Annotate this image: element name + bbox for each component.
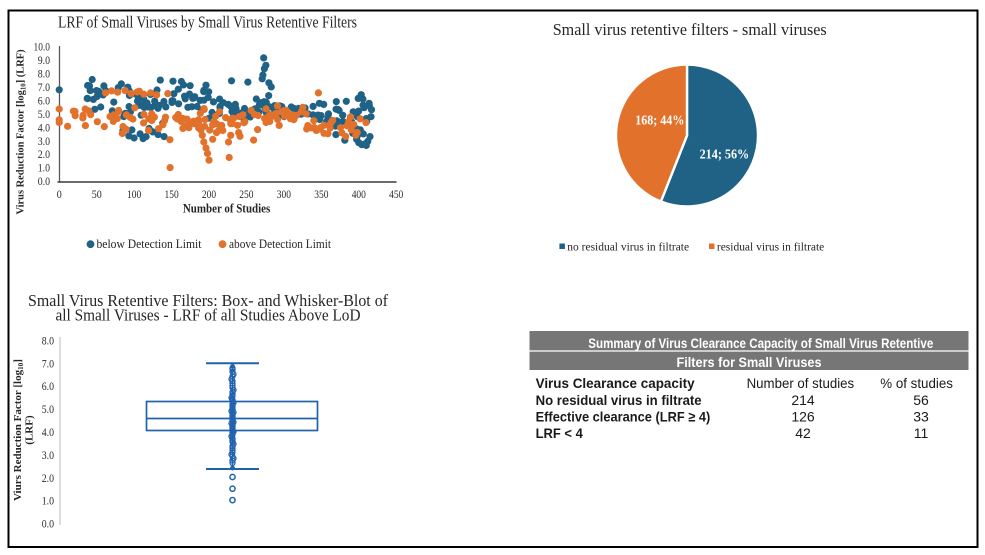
- svg-text:LRF < 4: LRF < 4: [536, 425, 583, 441]
- svg-text:50: 50: [92, 187, 102, 201]
- svg-text:Small Virus Retentive Filters:: Small Virus Retentive Filters: Box- and …: [28, 291, 388, 310]
- svg-text:10.0: 10.0: [34, 40, 51, 54]
- svg-text:350: 350: [314, 187, 328, 201]
- svg-text:300: 300: [277, 187, 291, 201]
- svg-text:250: 250: [239, 187, 253, 201]
- svg-text:Small virus retentive filters: Small virus retentive filters - small vi…: [553, 20, 827, 39]
- svg-text:9.0: 9.0: [38, 53, 50, 67]
- svg-text:3.0: 3.0: [42, 448, 54, 462]
- svg-text:0: 0: [57, 187, 62, 201]
- svg-text:7.0: 7.0: [38, 80, 50, 94]
- svg-text:5.0: 5.0: [42, 402, 54, 416]
- svg-text:214: 214: [791, 392, 815, 408]
- svg-text:no residual virus in filtrate: no residual virus in filtrate: [567, 239, 689, 253]
- svg-text:0.0: 0.0: [38, 174, 50, 188]
- svg-text:214; 56%: 214; 56%: [700, 147, 750, 162]
- svg-text:56: 56: [913, 392, 929, 408]
- svg-text:Filters for Small Viruses: Filters for Small Viruses: [677, 354, 822, 370]
- svg-text:(LRF): (LRF): [24, 415, 36, 445]
- svg-text:4.0: 4.0: [38, 120, 50, 134]
- svg-text:Number of studies: Number of studies: [747, 375, 855, 391]
- svg-text:Virus Clearance capacity: Virus Clearance capacity: [536, 375, 695, 391]
- svg-text:No residual virus in filtrate: No residual virus in filtrate: [536, 392, 702, 408]
- svg-text:Viurs Reduction Factor [log10]: Viurs Reduction Factor [log10]: [12, 359, 25, 501]
- svg-text:126: 126: [791, 408, 815, 424]
- svg-text:200: 200: [202, 187, 216, 201]
- svg-text:% of studies: % of studies: [880, 375, 953, 391]
- svg-text:150: 150: [165, 187, 179, 201]
- svg-text:5.0: 5.0: [38, 107, 50, 121]
- svg-text:1.0: 1.0: [38, 161, 50, 175]
- svg-text:168; 44%: 168; 44%: [635, 113, 684, 128]
- svg-text:1.0: 1.0: [42, 494, 54, 508]
- svg-text:LRF of Small Viruses by Small: LRF of Small Viruses by Small Virus Rete…: [58, 13, 357, 32]
- svg-text:all Small Viruses - LRF of all: all Small Viruses - LRF of all Studies A…: [56, 306, 361, 325]
- svg-text:450: 450: [389, 187, 403, 201]
- svg-text:6.0: 6.0: [42, 379, 54, 393]
- svg-text:3.0: 3.0: [38, 134, 50, 148]
- svg-text:8.0: 8.0: [42, 333, 54, 347]
- svg-text:4.0: 4.0: [42, 425, 54, 439]
- svg-text:2.0: 2.0: [42, 471, 54, 485]
- svg-text:8.0: 8.0: [38, 67, 50, 81]
- svg-text:400: 400: [352, 187, 366, 201]
- svg-text:42: 42: [795, 425, 811, 441]
- svg-text:above Detection Limit: above Detection Limit: [229, 237, 331, 251]
- svg-text:Effective clearance (LRF ≥ 4): Effective clearance (LRF ≥ 4): [536, 408, 711, 424]
- svg-text:100: 100: [127, 187, 141, 201]
- svg-text:11: 11: [914, 425, 929, 441]
- svg-text:residual virus in filtrate: residual virus in filtrate: [717, 239, 824, 253]
- svg-text:0.0: 0.0: [42, 517, 54, 531]
- svg-text:Summary of Virus Clearance Cap: Summary of Virus Clearance Capacity of S…: [588, 335, 933, 351]
- svg-text:Number of Studies: Number of Studies: [183, 201, 270, 216]
- svg-text:33: 33: [913, 408, 929, 424]
- svg-text:7.0: 7.0: [42, 356, 54, 370]
- svg-text:6.0: 6.0: [38, 93, 50, 107]
- svg-text:Virus Reduction Factor [log10]: Virus Reduction Factor [log10] (LRF): [14, 49, 27, 215]
- svg-text:2.0: 2.0: [38, 147, 50, 161]
- svg-text:below Detection Limit: below Detection Limit: [97, 237, 202, 251]
